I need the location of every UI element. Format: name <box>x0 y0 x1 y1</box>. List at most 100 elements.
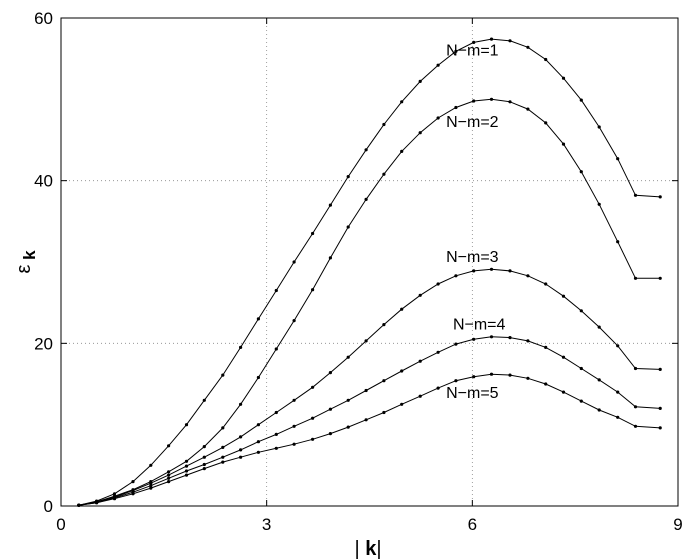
data-point <box>472 337 476 341</box>
data-point <box>616 157 620 161</box>
data-point <box>221 460 225 464</box>
data-point <box>274 446 278 450</box>
series-line-5 <box>78 373 661 506</box>
data-point <box>633 193 638 197</box>
data-point <box>311 231 315 236</box>
data-point <box>239 455 243 459</box>
data-point <box>436 350 440 354</box>
y-tick-label: 60 <box>34 9 53 28</box>
gridlines <box>61 18 678 506</box>
data-point <box>579 309 583 313</box>
x-axis-title-bar-left: | <box>354 538 365 559</box>
data-point <box>508 39 512 43</box>
data-point <box>221 455 225 459</box>
data-point <box>328 203 332 207</box>
data-point <box>508 269 512 273</box>
y-axis-title-epsilon: ε <box>13 265 35 274</box>
data-point <box>633 276 638 280</box>
data-point <box>633 366 638 371</box>
curve-label-4: N−m=4 <box>453 317 506 334</box>
data-point <box>149 463 153 467</box>
data-point <box>292 442 296 446</box>
data-point <box>149 484 153 488</box>
y-axis-title-subscript: k <box>20 250 39 265</box>
plot-frame <box>60 17 679 507</box>
data-point <box>633 405 638 409</box>
data-point <box>364 418 368 422</box>
axes <box>60 17 679 507</box>
series-line-2 <box>78 98 661 506</box>
data-point <box>472 99 476 103</box>
data-point <box>131 480 135 484</box>
data-point <box>167 470 171 474</box>
data-point <box>256 423 260 427</box>
data-point <box>202 445 206 449</box>
data-point <box>472 269 476 273</box>
data-point <box>202 467 206 471</box>
data-point <box>597 408 601 412</box>
data-point <box>454 274 458 278</box>
data-point <box>489 335 494 339</box>
data-point <box>400 369 404 373</box>
data-point <box>221 426 225 430</box>
data-point <box>436 386 440 390</box>
data-point <box>658 276 662 280</box>
data-point <box>346 175 350 179</box>
curve-label-1: N−m=1 <box>446 42 499 59</box>
tick-labels: 0 3 6 9 0 20 40 60 <box>34 9 683 534</box>
data-point <box>454 49 458 53</box>
data-point <box>382 122 386 127</box>
data-point <box>184 459 189 463</box>
data-point <box>526 45 530 49</box>
data-point <box>454 105 458 110</box>
data-point <box>472 375 476 379</box>
data-point <box>167 473 171 477</box>
x-axis-title-bar-right: | <box>376 538 381 559</box>
data-point <box>436 282 440 286</box>
data-point <box>256 450 260 454</box>
data-point <box>202 462 206 467</box>
data-point <box>346 225 350 229</box>
x-axis-title-symbol: k <box>365 538 377 559</box>
data-point <box>526 376 530 380</box>
data-point <box>95 501 99 505</box>
data-point <box>112 497 117 501</box>
data-point <box>579 399 583 403</box>
x-tick-label: 6 <box>468 515 477 534</box>
data-point <box>561 294 566 298</box>
data-point <box>346 425 350 429</box>
data-point <box>633 424 638 428</box>
data-point <box>239 435 243 439</box>
data-point <box>508 373 512 377</box>
data-point <box>131 492 135 496</box>
data-point <box>311 416 315 420</box>
x-axis-title: | k| <box>354 538 381 559</box>
data-point <box>221 445 225 449</box>
series-line-3 <box>78 268 661 506</box>
data-point <box>561 142 566 146</box>
data-point <box>597 378 601 382</box>
data-point <box>526 274 530 278</box>
data-point <box>561 355 566 359</box>
data-point <box>508 100 512 104</box>
y-tick-label: 20 <box>34 334 53 353</box>
data-point <box>454 379 458 383</box>
x-tick-label: 9 <box>673 515 682 534</box>
data-point <box>418 131 422 135</box>
data-point <box>436 63 440 67</box>
data-point <box>292 424 296 428</box>
data-point <box>328 371 332 375</box>
data-point <box>472 40 476 45</box>
data-point <box>364 388 368 393</box>
data-point <box>418 394 422 398</box>
data-point <box>616 240 620 244</box>
data-point <box>256 440 260 444</box>
data-point <box>658 406 662 410</box>
data-point <box>382 323 386 327</box>
data-point <box>526 339 530 343</box>
data-point <box>616 390 620 394</box>
data-point <box>112 492 117 496</box>
data-point <box>418 359 422 363</box>
data-point <box>382 410 386 415</box>
data-point <box>436 116 440 120</box>
